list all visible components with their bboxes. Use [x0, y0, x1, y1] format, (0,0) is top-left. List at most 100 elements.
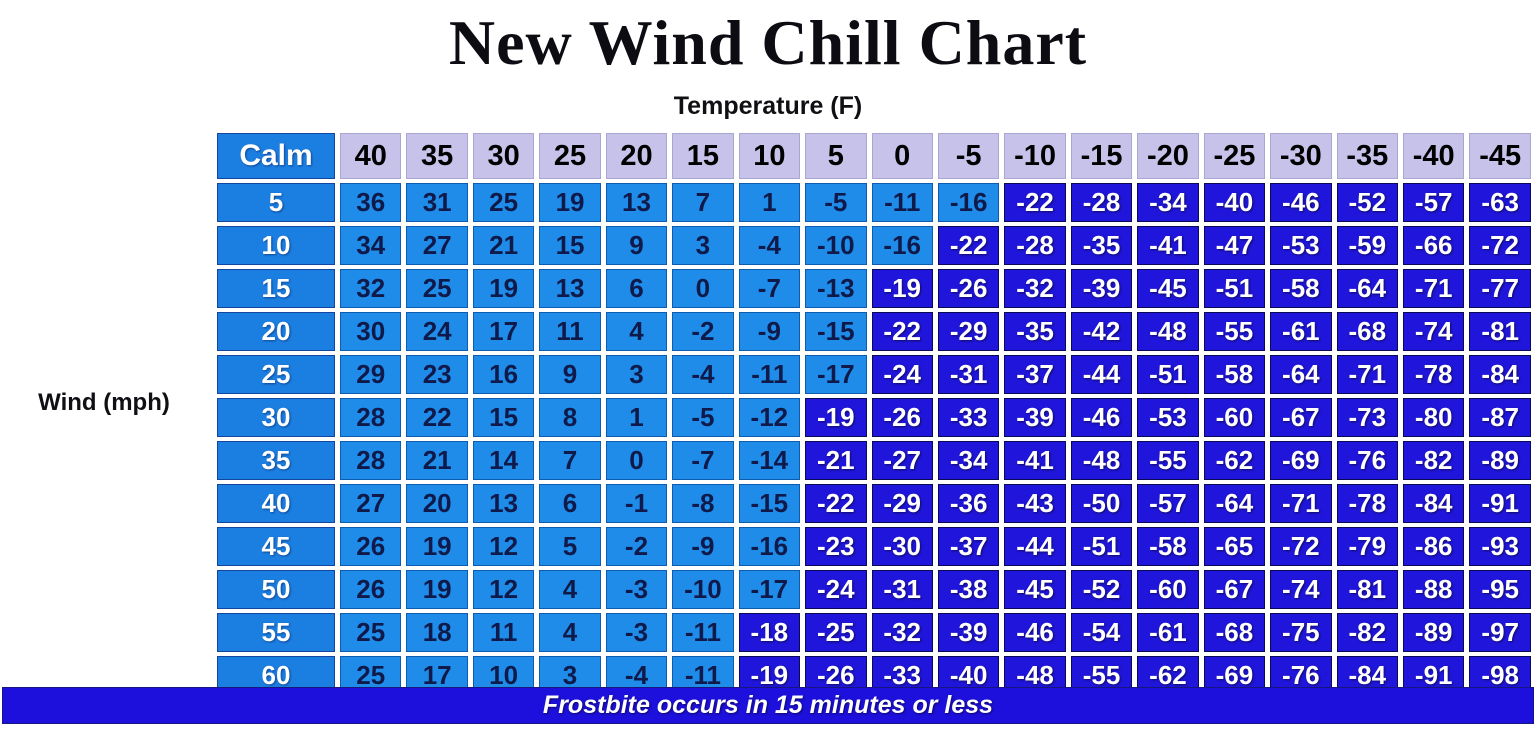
windchill-cell-w45-t25: 5	[539, 527, 601, 566]
windchill-cell-w45-t-15: -51	[1070, 527, 1133, 566]
windchill-cell-w60-t-45: -98	[1469, 656, 1531, 695]
windchill-cell-w25-t-40: -78	[1403, 355, 1465, 394]
table-row-wind-25: 25 29 23 16 9 3 -4 -11 -17 -24 -31 -37 -44 -51 -58 -64-…	[217, 355, 1531, 394]
windchill-cell-w30-t25: 8	[539, 398, 601, 437]
windchill-cell-w10-t-45: -72	[1469, 226, 1531, 265]
windchill-cell-w50-t35: 19	[406, 570, 468, 609]
windchill-cell-w50-t25: 4	[539, 570, 601, 609]
windchill-cell-w15-t-30: -58	[1270, 269, 1332, 308]
wind-speed-cell-10: 10	[217, 226, 335, 265]
wind-speed-cell-40: 40	[217, 484, 335, 523]
temp-header--10: -10	[1004, 133, 1066, 179]
windchill-cell-w15-t5: -13	[805, 269, 867, 308]
windchill-cell-w40-t-40: -84	[1403, 484, 1465, 523]
windchill-cell-w20-t40: 30	[340, 312, 402, 351]
windchill-cell-w50-t40: 26	[340, 570, 402, 609]
windchill-cell-w25-t0: -24	[871, 355, 933, 394]
windchill-cell-w25-t-20: -51	[1137, 355, 1199, 394]
windchill-cell-w35-t-15: -48	[1070, 441, 1133, 480]
windchill-cell-w25-t40: 29	[340, 355, 402, 394]
windchill-cell-w10-t-15: -35	[1070, 226, 1133, 265]
windchill-cell-w40-t-5: -36	[937, 484, 1000, 523]
windchill-cell-w45-t-35: -79	[1336, 527, 1398, 566]
windchill-cell-w30-t10: -12	[738, 398, 801, 437]
windchill-cell-w40-t35: 20	[406, 484, 468, 523]
windchill-cell-w55-t40: 25	[340, 613, 402, 652]
wind-speed-cell-45: 45	[217, 527, 335, 566]
windchill-cell-w25-t-5: -31	[937, 355, 1000, 394]
windchill-cell-w50-t-20: -60	[1137, 570, 1199, 609]
windchill-cell-w35-t0: -27	[871, 441, 933, 480]
windchill-cell-w20-t-15: -42	[1070, 312, 1133, 351]
windchill-cell-w50-t-45: -95	[1469, 570, 1531, 609]
windchill-cell-w20-t-20: -48	[1137, 312, 1199, 351]
windchill-cell-w35-t20: 0	[605, 441, 668, 480]
windchill-cell-w50-t5: -24	[805, 570, 867, 609]
windchill-cell-w45-t-30: -72	[1270, 527, 1332, 566]
temp-header--20: -20	[1137, 133, 1199, 179]
windchill-cell-w5-t-15: -28	[1070, 183, 1133, 222]
wind-speed-cell-55: 55	[217, 613, 335, 652]
windchill-cell-w35-t-5: -34	[937, 441, 1000, 480]
windchill-cell-w10-t35: 27	[406, 226, 468, 265]
windchill-cell-w40-t0: -29	[871, 484, 933, 523]
windchill-cell-w5-t-10: -22	[1004, 183, 1066, 222]
windchill-cell-w25-t-35: -71	[1336, 355, 1398, 394]
temp-header--40: -40	[1403, 133, 1465, 179]
windchill-cell-w55-t-25: -68	[1203, 613, 1266, 652]
windchill-cell-w5-t30: 25	[472, 183, 535, 222]
windchill-cell-w20-t-5: -29	[937, 312, 1000, 351]
table-row-wind-55: 55 25 18 11 4 -3 -11 -18 -25 -32 -39 -46 -54 -61 -68 -7…	[217, 613, 1531, 652]
windchill-cell-w25-t15: -4	[672, 355, 734, 394]
windchill-cell-w50-t-30: -74	[1270, 570, 1332, 609]
windchill-cell-w10-t-40: -66	[1403, 226, 1465, 265]
windchill-cell-w50-t20: -3	[605, 570, 668, 609]
windchill-cell-w50-t0: -31	[871, 570, 933, 609]
windchill-cell-w20-t-45: -81	[1469, 312, 1531, 351]
windchill-cell-w40-t10: -15	[738, 484, 801, 523]
wind-speed-cell-20: 20	[217, 312, 335, 351]
table-row-wind-10: 10 34 27 21 15 9 3 -4 -10 -16 -22 -28 -35 -41 -47 -53 -5…	[217, 226, 1531, 265]
windchill-cell-w20-t-35: -68	[1336, 312, 1398, 351]
windchill-cell-w40-t-15: -50	[1070, 484, 1133, 523]
windchill-cell-w10-t40: 34	[340, 226, 402, 265]
windchill-cell-w20-t5: -15	[805, 312, 867, 351]
windchill-cell-w25-t35: 23	[406, 355, 468, 394]
windchill-cell-w5-t35: 31	[406, 183, 468, 222]
windchill-cell-w25-t-45: -84	[1469, 355, 1531, 394]
table-row-wind-50: 50 26 19 12 4 -3 -10 -17 -24 -31 -38 -45 -52 -60 -67 -7…	[217, 570, 1531, 609]
windchill-cell-w10-t-10: -28	[1004, 226, 1066, 265]
windchill-cell-w35-t10: -14	[738, 441, 801, 480]
windchill-cell-w45-t5: -23	[805, 527, 867, 566]
windchill-cell-w55-t35: 18	[406, 613, 468, 652]
temp-header--45: -45	[1469, 133, 1531, 179]
windchill-cell-w15-t-15: -39	[1070, 269, 1133, 308]
windchill-cell-w10-t20: 9	[605, 226, 668, 265]
windchill-cell-w55-t-15: -54	[1070, 613, 1133, 652]
temp-header-5: 5	[805, 133, 867, 179]
windchill-cell-w50-t-5: -38	[937, 570, 1000, 609]
page-title: New Wind Chill Chart	[448, 7, 1088, 78]
windchill-cell-w5-t-35: -52	[1336, 183, 1398, 222]
windchill-cell-w20-t25: 11	[539, 312, 601, 351]
windchill-cell-w25-t20: 3	[605, 355, 668, 394]
windchill-cell-w20-t10: -9	[738, 312, 801, 351]
windchill-cell-w50-t10: -17	[738, 570, 801, 609]
windchill-cell-w15-t20: 6	[605, 269, 668, 308]
windchill-cell-w5-t-40: -57	[1403, 183, 1465, 222]
windchill-cell-w20-t20: 4	[605, 312, 668, 351]
corner-header-calm: Calm	[217, 133, 335, 179]
windchill-cell-w30-t-25: -60	[1203, 398, 1266, 437]
windchill-cell-w15-t15: 0	[672, 269, 734, 308]
windchill-cell-w10-t-35: -59	[1336, 226, 1398, 265]
windchill-cell-w45-t10: -16	[738, 527, 801, 566]
temp-header--5: -5	[937, 133, 1000, 179]
windchill-cell-w10-t-30: -53	[1270, 226, 1332, 265]
temp-header--30: -30	[1270, 133, 1332, 179]
windchill-cell-w10-t30: 21	[472, 226, 535, 265]
windchill-cell-w30-t30: 15	[472, 398, 535, 437]
windchill-cell-w40-t-45: -91	[1469, 484, 1531, 523]
windchill-cell-w25-t-15: -44	[1070, 355, 1133, 394]
table-row-wind-35: 35 28 21 14 7 0 -7 -14 -21 -27 -34 -41 -48 -55 -62 -69-…	[217, 441, 1531, 480]
table-row-wind-20: 20 30 24 17 11 4 -2 -9 -15 -22 -29 -35 -42 -48 -55 -61-…	[217, 312, 1531, 351]
